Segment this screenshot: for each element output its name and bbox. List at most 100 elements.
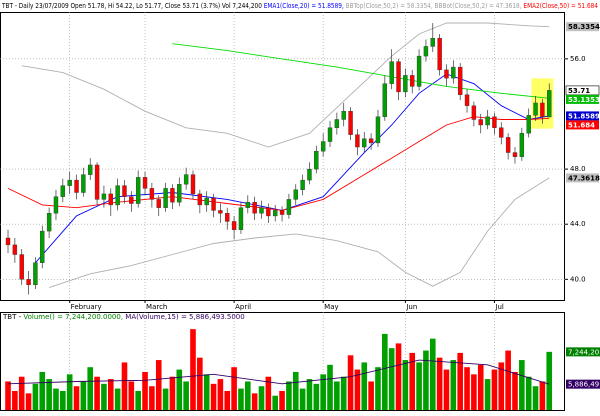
candle-body [19,254,24,280]
volume-bar [416,362,422,410]
volume-bar [402,360,409,410]
candle-body [115,185,120,206]
volume-bar [258,386,265,410]
volume-bar [25,393,32,410]
volume-bar [477,364,484,410]
y-tick-label: 40.0 [570,275,586,283]
volume-bar [320,374,326,410]
x-tick-label: February [71,303,102,311]
volume-bar [101,383,107,410]
candle-body [505,137,511,153]
candle-body [478,119,483,126]
candle-body [348,111,353,135]
candle-body [156,199,161,208]
candle-body [177,184,182,203]
volume-bar [505,350,511,410]
candle-body [293,189,298,200]
volume-bar [368,381,374,410]
candle-body [204,197,209,206]
value-box-label: 51.684 [568,121,595,129]
candle-body [197,193,203,206]
volume-bar [149,386,155,410]
volume-bar [306,379,313,410]
volume-bar [484,379,491,410]
volume-bar [340,376,347,410]
candle-body [12,244,18,255]
volume-bar [375,367,381,410]
candle-body [26,279,31,286]
value-box-label: 51.8589 [568,112,600,120]
candle-body [225,212,230,222]
candle-body [101,193,107,200]
x-tick-label: April [235,303,251,311]
volume-bar [5,381,11,410]
x-tick-label: Jul [494,303,504,311]
candle-body [60,185,66,197]
volume-bar [279,390,285,410]
candle-body [334,119,340,128]
candle-body [108,193,113,206]
volume-bar [94,376,100,410]
volume-bar [532,386,539,410]
candle-body [252,201,257,214]
candle-body [355,134,360,148]
candle-body [300,179,305,190]
volume-bar [361,362,368,410]
volume-bar [272,395,279,410]
volume-bar [107,379,114,410]
volume-bar [450,360,457,410]
volume-bar [32,383,39,410]
value-box-label: 53.1353 [568,96,600,104]
volume-bar [224,390,231,410]
candle-body [423,46,429,57]
volume-bar [53,388,59,410]
volume-bar [190,329,196,410]
value-box [566,120,599,130]
candle-body [53,196,59,214]
volume-bar [114,388,121,410]
candle-body [512,152,518,157]
candle-body [368,138,374,144]
indicator-line [172,43,550,99]
volume-bar [169,376,176,410]
volume-bar [176,369,183,410]
volume-bar [265,376,272,410]
candle-body [94,164,100,200]
value-box-label: 58.3354 [568,23,600,31]
volume-bar [155,360,162,410]
legend-entry: EMA1(Close,20) = 51.8589, [264,2,344,10]
value-box-label: 53.71 [568,87,590,95]
y-tick-label: 48.0 [570,165,586,173]
candle-body [266,207,271,217]
volume-header: TBT - Volume() = 7,244,200.0000, MA(Volu… [2,313,245,321]
value-box [566,94,599,104]
candle-body [170,188,175,203]
volume-bar [217,379,224,410]
volume-bar [525,376,532,410]
candle-body [259,207,264,214]
volume-bar [299,388,306,410]
volume-bar [244,381,251,410]
volume-bar [183,381,189,410]
volume-bar [457,352,463,410]
volume-bar [128,381,135,410]
volume-bar [443,369,450,410]
candle-body [46,212,52,232]
candle-body [183,174,189,185]
volume-bar [491,369,498,410]
candle-body [382,83,388,117]
volume-bar [203,374,210,410]
candle-body [499,127,504,138]
candle-body [67,179,72,186]
candle-body [314,150,319,170]
candle-body [163,188,168,208]
volume-bar [512,371,518,410]
indicator-line [21,22,550,148]
volume-bar [87,367,94,410]
candle-body [320,141,326,152]
volume-bar [238,388,244,410]
candle-body [416,55,422,87]
volume-bar [347,355,354,410]
volume-bar [142,371,148,410]
